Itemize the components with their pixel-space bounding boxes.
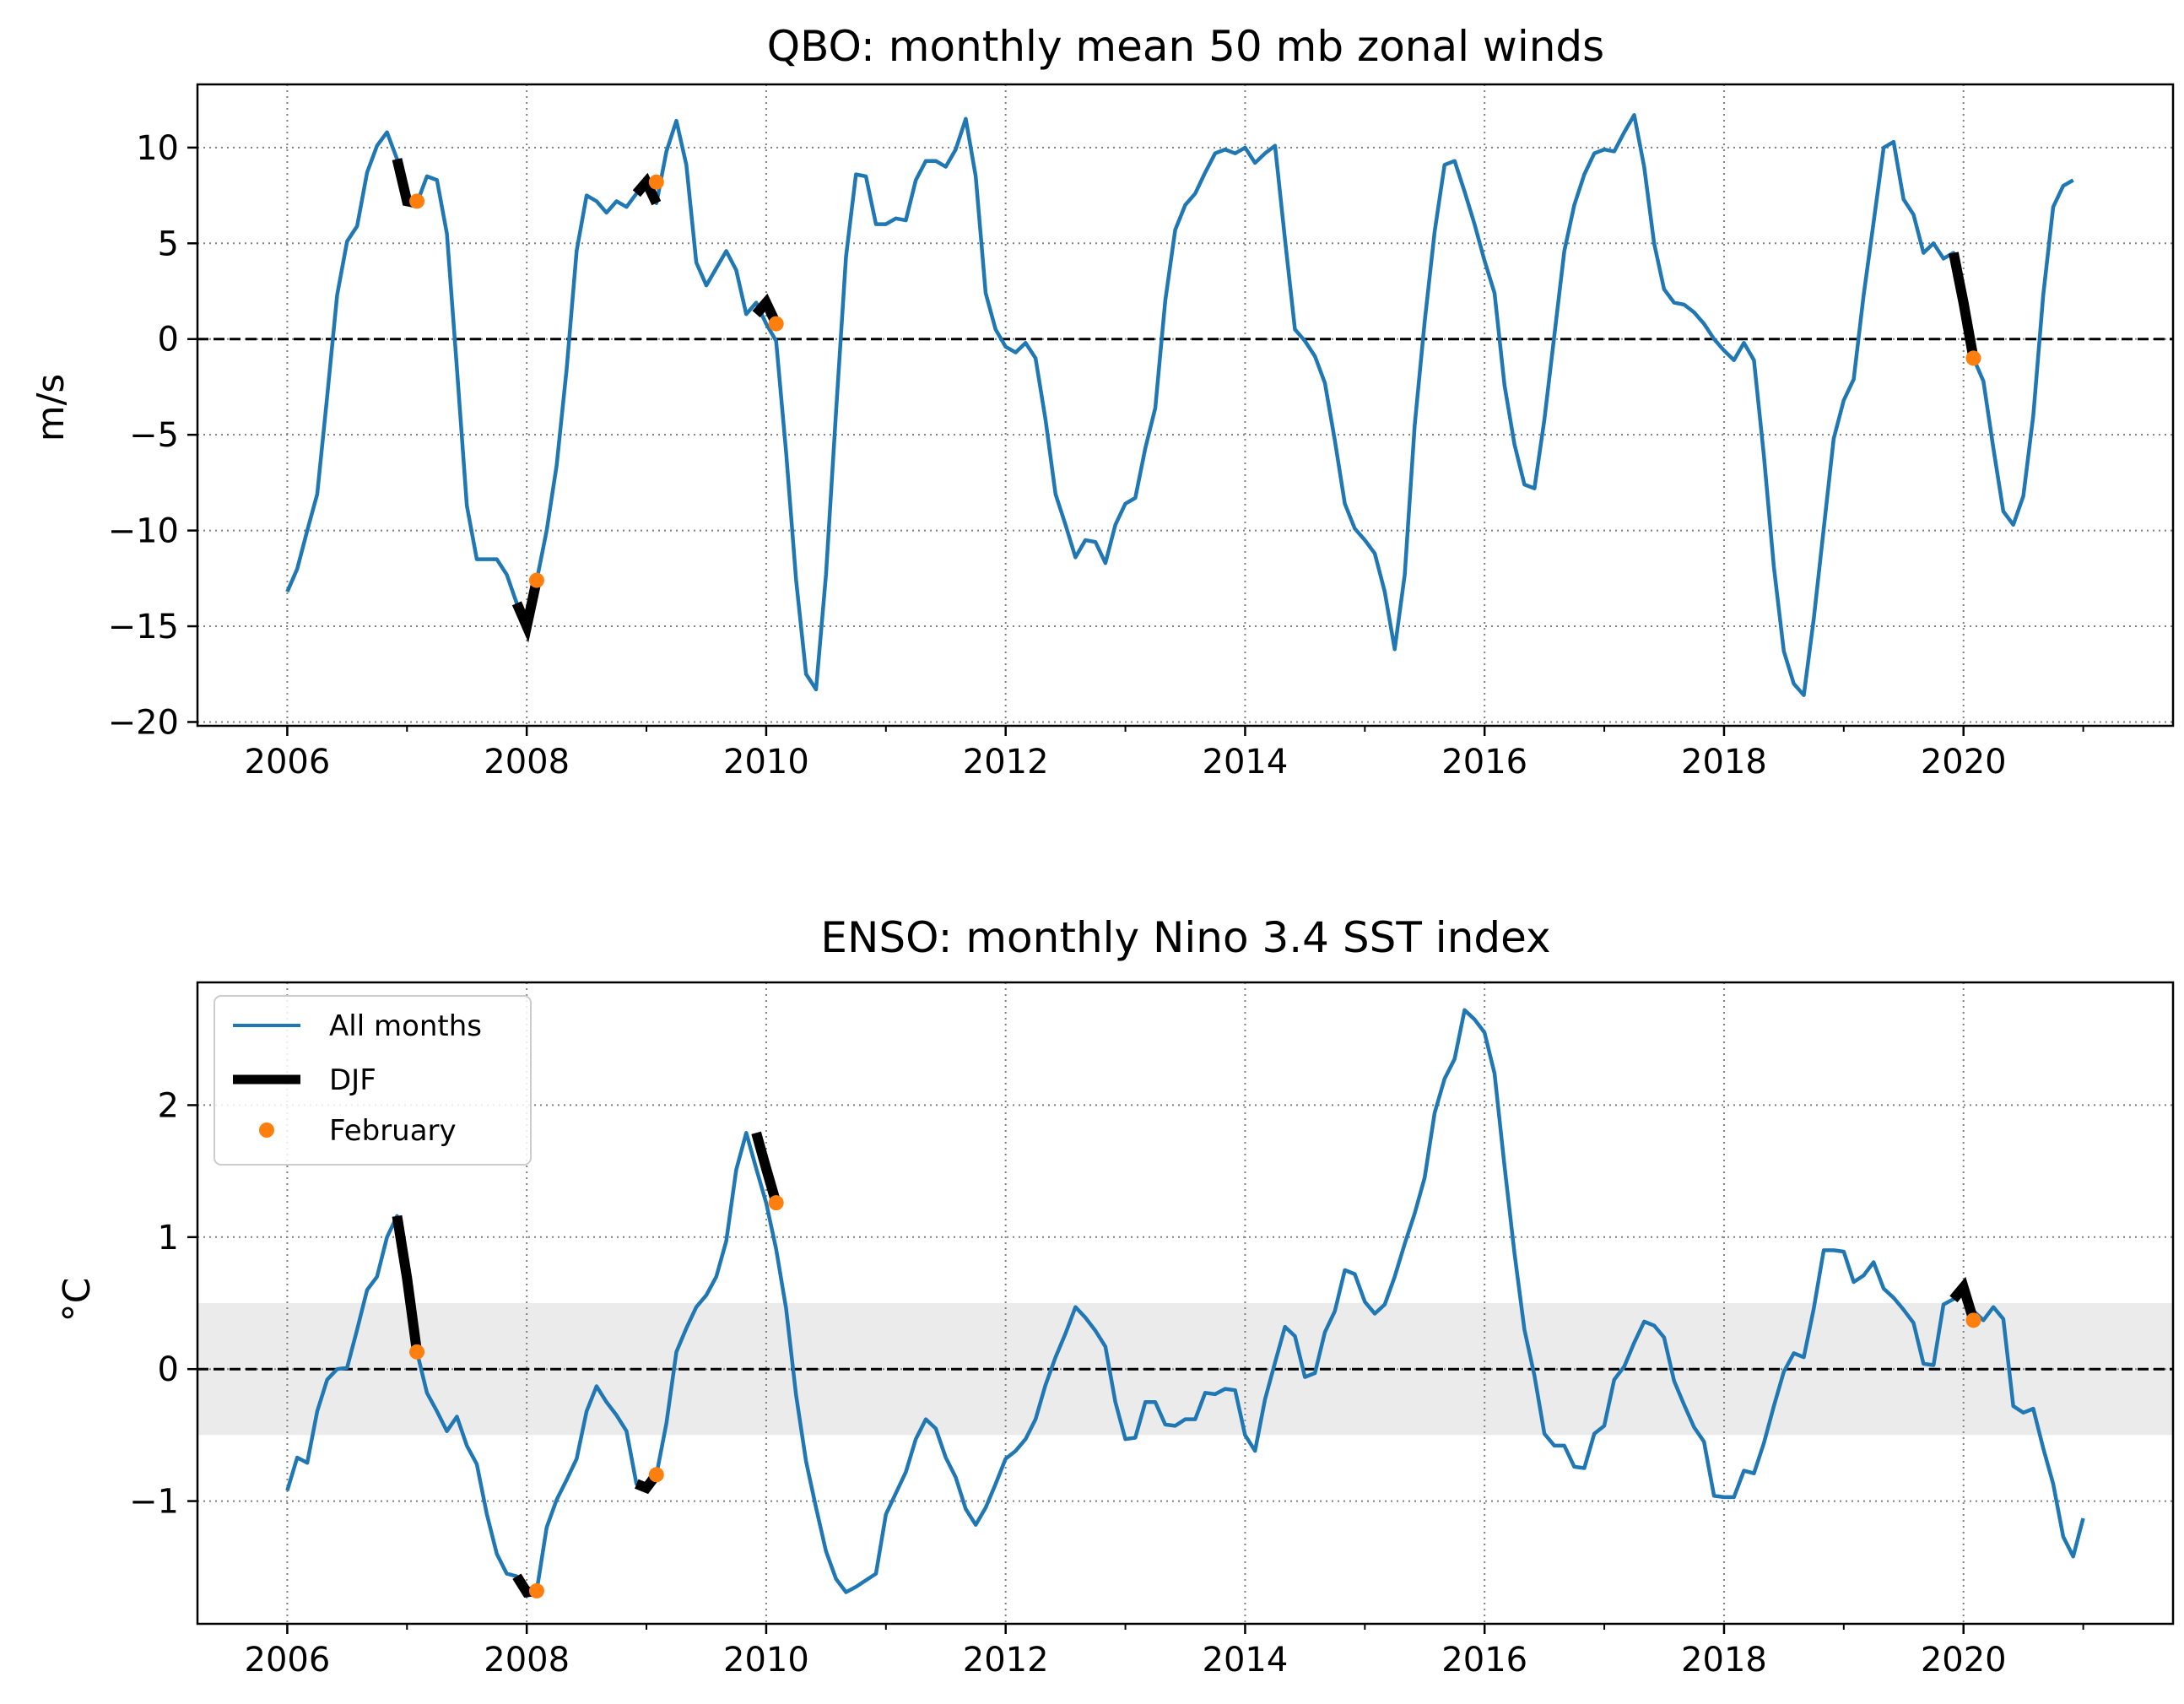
enso-x-tick-label: 2006 <box>245 1641 331 1680</box>
enso-february-point <box>1965 1312 1981 1328</box>
qbo-x-tick-label: 2016 <box>1441 743 1527 782</box>
legend-label-djf: DJF <box>329 1063 376 1097</box>
legend-label-february: February <box>329 1114 457 1148</box>
enso-february-point <box>528 1582 544 1599</box>
enso-february-point <box>648 1467 664 1483</box>
enso-x-tick-label: 2014 <box>1203 1641 1289 1680</box>
qbo-x-tick-label: 2008 <box>484 743 570 782</box>
qbo-x-axis: 2006 2008 2010 2012 2014 2016 2018 2020 <box>245 726 2084 782</box>
qbo-y-tick-label: 10 <box>136 129 179 168</box>
qbo-djf-segment <box>752 293 781 327</box>
enso-y-tick-label: 1 <box>158 1219 179 1258</box>
qbo-y-tick-label: 5 <box>158 224 179 263</box>
legend-label-all-months: All months <box>329 1009 482 1043</box>
enso-february-point <box>409 1344 425 1360</box>
enso-x-tick-label: 2010 <box>723 1641 809 1680</box>
qbo-y-tick-label: −20 <box>108 703 179 742</box>
enso-djf-segment <box>751 1131 781 1204</box>
enso-title: ENSO: monthly Nino 3.4 SST index <box>820 913 1550 962</box>
qbo-y-tick-label: −5 <box>129 416 179 455</box>
enso-axes-frame <box>196 981 2175 1626</box>
qbo-y-axis-label: m/s <box>30 374 73 442</box>
enso-panel: ENSO: monthly Nino 3.4 SST index °C 2006… <box>56 913 2175 1680</box>
qbo-djf-segment <box>632 172 662 206</box>
qbo-y-axis: −20 −15 −10 −5 0 5 10 <box>108 129 197 742</box>
enso-djf-segment <box>1949 1276 1979 1323</box>
enso-y-tick-label: −1 <box>129 1483 179 1522</box>
qbo-panel: QBO: monthly mean 50 mb zonal winds m/s … <box>30 22 2175 782</box>
enso-y-axis: −1 0 1 2 <box>129 1086 197 1522</box>
legend: All months DJF February <box>214 995 532 1166</box>
qbo-february-point <box>409 193 425 209</box>
qbo-axes-frame <box>196 83 2175 728</box>
enso-djf-segment <box>392 1214 423 1353</box>
enso-x-axis: 2006 2008 2010 2012 2014 2016 2018 2020 <box>245 1624 2084 1680</box>
enso-y-axis-label: °C <box>56 1278 99 1323</box>
qbo-february-point <box>768 316 784 332</box>
qbo-monthly-series-line <box>285 113 2074 697</box>
enso-x-tick-label: 2012 <box>963 1641 1049 1680</box>
qbo-february-point <box>1965 350 1981 366</box>
enso-x-tick-label: 2020 <box>1921 1641 2007 1680</box>
qbo-february-point <box>528 572 544 588</box>
enso-monthly-series-line <box>285 1008 2085 1594</box>
qbo-x-tick-label: 2010 <box>723 743 809 782</box>
legend-marker-february <box>259 1122 274 1138</box>
qbo-x-tick-label: 2020 <box>1921 743 2007 782</box>
enso-plot-area <box>285 1008 2085 1599</box>
qbo-february-point <box>648 174 664 190</box>
qbo-y-tick-label: −10 <box>108 512 179 551</box>
qbo-djf-segment <box>511 579 542 643</box>
enso-x-tick-label: 2008 <box>484 1641 570 1680</box>
qbo-plot-area <box>285 113 2074 697</box>
legend-box <box>214 995 532 1166</box>
enso-x-tick-label: 2018 <box>1681 1641 1767 1680</box>
enso-x-tick-label: 2016 <box>1441 1641 1527 1680</box>
enso-y-tick-label: 2 <box>158 1086 179 1125</box>
qbo-x-tick-label: 2018 <box>1681 743 1767 782</box>
enso-y-tick-label: 0 <box>158 1350 179 1389</box>
qbo-x-tick-label: 2006 <box>245 743 331 782</box>
qbo-x-tick-label: 2012 <box>963 743 1049 782</box>
qbo-djf-segment <box>1949 252 1979 360</box>
qbo-y-tick-label: −15 <box>108 608 179 646</box>
qbo-x-tick-label: 2014 <box>1203 743 1289 782</box>
qbo-title: QBO: monthly mean 50 mb zonal winds <box>767 22 1604 71</box>
enso-february-point <box>768 1195 784 1211</box>
qbo-y-tick-label: 0 <box>158 321 179 360</box>
